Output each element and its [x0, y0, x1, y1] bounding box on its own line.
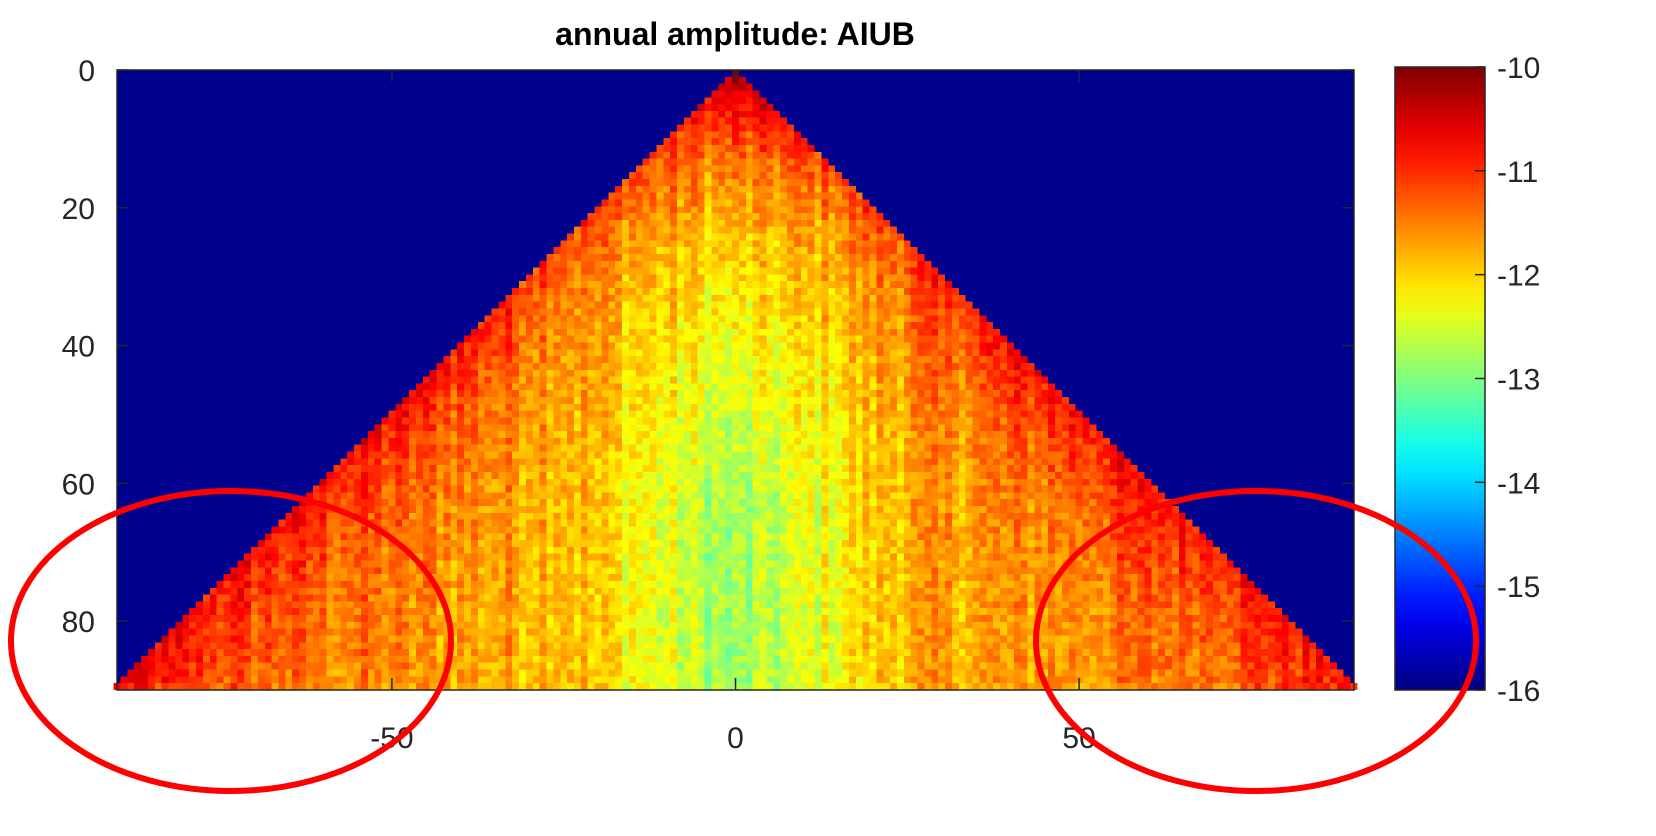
heatmap — [113, 70, 1358, 690]
annotation-ellipse-bottom-right — [1033, 488, 1479, 794]
colorbar-gradient — [1394, 66, 1486, 691]
y-tick-label: 60 — [62, 468, 95, 501]
colorbar-tick-label: -13 — [1497, 364, 1540, 397]
colorbar-tick-label: -10 — [1497, 52, 1540, 85]
annotation-ellipse-bottom-left — [8, 488, 454, 794]
colorbar: -10 -11 -12 -13 -14 -15 -16 — [1394, 52, 1540, 708]
colorbar-tick-label: -12 — [1497, 260, 1540, 293]
colorbar-tick-label: -14 — [1497, 467, 1540, 500]
x-tick-label: 0 — [727, 722, 744, 755]
colorbar-tick-label: -11 — [1497, 156, 1538, 189]
colorbar-tick-label: -15 — [1497, 571, 1540, 604]
annotations — [8, 488, 1479, 794]
y-tick-label: 0 — [78, 55, 95, 88]
y-tick-label: 40 — [62, 331, 95, 364]
colorbar-tick-label: -16 — [1497, 675, 1540, 708]
y-tick-label: 80 — [62, 606, 95, 639]
y-tick-label: 20 — [62, 193, 95, 226]
chart-title: annual amplitude: AIUB — [555, 16, 915, 52]
heatmap-cells — [113, 70, 1358, 690]
